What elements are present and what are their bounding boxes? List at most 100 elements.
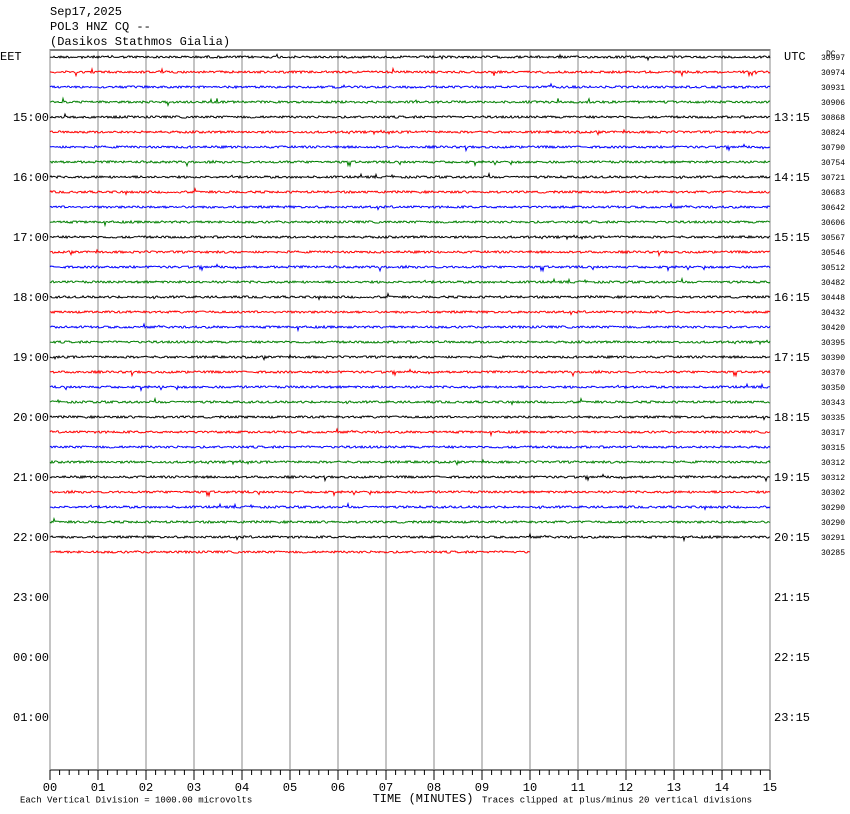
x-tick-label: 01	[91, 781, 105, 795]
x-tick-label: 00	[43, 781, 57, 795]
trace	[49, 112, 771, 120]
trace	[49, 353, 771, 362]
right-time-label: 13:15	[774, 111, 810, 125]
trace-offset-label: 30512	[821, 264, 845, 273]
trace	[49, 309, 771, 316]
trace-offset-label: 30448	[821, 294, 845, 303]
trace-offset-label: 30642	[821, 204, 845, 213]
x-tick-label: 08	[427, 781, 441, 795]
left-time-label: 18:00	[13, 291, 49, 305]
trace	[49, 202, 771, 211]
trace-offset-label: 30335	[821, 414, 845, 423]
trace	[49, 128, 771, 137]
corner-label: DC	[826, 50, 836, 59]
trace	[49, 427, 771, 438]
trace	[49, 234, 771, 241]
x-tick-label: 10	[523, 781, 537, 795]
trace-offset-label: 30285	[821, 549, 845, 558]
trace-offset-label: 30395	[821, 339, 845, 348]
right-time-label: 16:15	[774, 291, 810, 305]
trace	[49, 248, 770, 258]
trace-offset-label: 30974	[821, 69, 845, 78]
trace	[49, 143, 771, 153]
trace	[49, 82, 771, 90]
right-time-label: 23:15	[774, 711, 810, 725]
trace	[49, 276, 771, 285]
trace-offset-label: 30370	[821, 369, 845, 378]
left-time-label: 21:00	[13, 471, 49, 485]
trace-offset-label: 30546	[821, 249, 845, 258]
left-time-label: 01:00	[13, 711, 49, 725]
right-time-label: 19:15	[774, 471, 810, 485]
trace-offset-label: 30312	[821, 459, 845, 468]
right-time-label: 22:15	[774, 651, 810, 665]
trace-offset-label: 30290	[821, 519, 845, 528]
trace-offset-label: 30997	[821, 54, 845, 63]
left-time-label: 20:00	[13, 411, 49, 425]
right-time-label: 21:15	[774, 591, 810, 605]
trace-offset-label: 30312	[821, 474, 845, 483]
x-tick-label: 02	[139, 781, 153, 795]
left-time-label: 22:00	[13, 531, 49, 545]
trace	[49, 339, 771, 346]
trace-offset-label: 30906	[821, 99, 845, 108]
trace-offset-label: 30343	[821, 399, 845, 408]
trace	[49, 382, 770, 393]
right-time-label: 14:15	[774, 171, 810, 185]
right-time-label: 15:15	[774, 231, 810, 245]
trace-offset-label: 30290	[821, 504, 845, 513]
trace-offset-label: 30291	[821, 534, 845, 543]
x-tick-label: 12	[619, 781, 633, 795]
trace	[49, 473, 771, 483]
trace	[49, 219, 771, 228]
trace	[49, 291, 771, 301]
x-axis-label: TIME (MINUTES)	[373, 792, 474, 806]
left-time-label: 00:00	[13, 651, 49, 665]
trace-offset-label: 30721	[821, 174, 845, 183]
trace-offset-label: 30824	[821, 129, 845, 138]
right-time-label: 20:15	[774, 531, 810, 545]
trace-offset-label: 30754	[821, 159, 845, 168]
trace	[49, 171, 771, 180]
left-time-label: 17:00	[13, 231, 49, 245]
trace	[49, 96, 771, 108]
trace-offset-label: 30482	[821, 279, 845, 288]
x-tick-label: 05	[283, 781, 297, 795]
title-line: (Dasikos Stathmos Gialia)	[50, 35, 230, 49]
trace	[49, 489, 771, 498]
trace	[49, 322, 771, 333]
trace	[49, 516, 771, 525]
right-time-label: 18:15	[774, 411, 810, 425]
footer-left: Each Vertical Division = 1000.00 microvo…	[20, 795, 252, 805]
left-time-label: 16:00	[13, 171, 49, 185]
trace	[49, 53, 771, 62]
trace	[49, 186, 771, 196]
footer-right: Traces clipped at plus/minus 20 vertical…	[482, 795, 752, 805]
title-line: Sep17,2025	[50, 5, 122, 19]
left-time-label: 19:00	[13, 351, 49, 365]
trace-offset-label: 30606	[821, 219, 845, 228]
left-time-label: 15:00	[13, 111, 49, 125]
trace-offset-label: 30350	[821, 384, 845, 393]
trace-offset-label: 30567	[821, 234, 845, 243]
x-tick-label: 15	[763, 781, 777, 795]
trace-offset-label: 30315	[821, 444, 845, 453]
x-tick-label: 04	[235, 781, 249, 795]
right-axis-title: UTC	[784, 50, 806, 64]
trace	[49, 159, 771, 168]
x-tick-label: 06	[331, 781, 345, 795]
x-tick-label: 07	[379, 781, 393, 795]
trace	[49, 532, 771, 543]
trace-offset-label: 30317	[821, 429, 845, 438]
trace-offset-label: 30432	[821, 309, 845, 318]
x-tick-label: 11	[571, 781, 585, 795]
trace	[49, 458, 771, 467]
trace	[49, 501, 771, 511]
trace	[49, 66, 771, 78]
trace-offset-label: 30790	[821, 144, 845, 153]
left-time-label: 23:00	[13, 591, 49, 605]
x-tick-label: 14	[715, 781, 729, 795]
trace-offset-label: 30302	[821, 489, 845, 498]
